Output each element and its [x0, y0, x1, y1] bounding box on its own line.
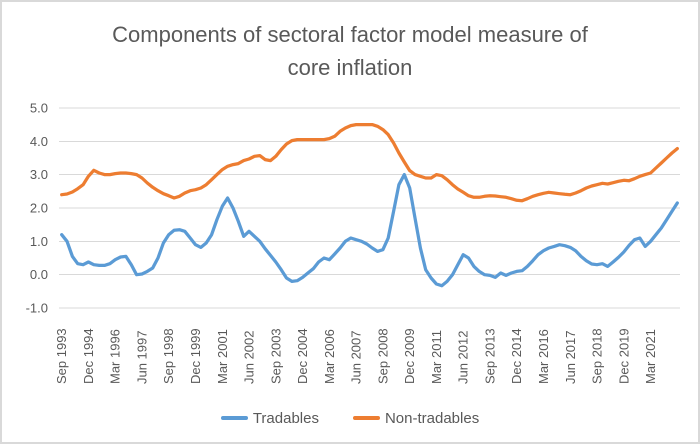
tradables-line-swatch — [220, 416, 248, 420]
legend-entry-tradables: Tradables — [220, 409, 319, 427]
x-axis-tick-label: Mar 2006 — [322, 329, 337, 384]
non-tradables-line-swatch — [352, 416, 380, 420]
x-axis-tick-label: Jun 2007 — [349, 331, 364, 385]
x-axis-tick-label: Dec 1999 — [188, 328, 203, 384]
legend: Tradables Non-tradables — [2, 407, 698, 429]
legend-label-tradables: Tradables — [252, 409, 319, 427]
series-line-tradables — [60, 172, 679, 288]
x-axis-tick-label: Dec 2004 — [295, 328, 310, 384]
chart-title-line2: core inflation — [287, 55, 413, 80]
x-axis-tick-label: Sep 2008 — [375, 328, 390, 384]
y-axis-tick-label: 3.0 — [30, 167, 48, 182]
x-axis-tick-label: Mar 2011 — [429, 330, 444, 384]
x-axis-tick-label: Jun 2012 — [456, 331, 471, 384]
y-axis-tick-label: 0.0 — [30, 267, 48, 282]
x-axis-tick-label: Jun 2002 — [242, 331, 257, 385]
x-axis-tick-label: Sep 2013 — [482, 328, 497, 384]
x-axis-tick-label: Dec 1994 — [81, 328, 96, 384]
x-axis-tick-label: Jun 1997 — [134, 331, 149, 385]
chart-title: Components of sectoral factor model meas… — [2, 18, 698, 84]
x-axis-tick-label: Dec 2014 — [509, 328, 524, 384]
x-axis-tick-label: Mar 2016 — [536, 329, 551, 384]
x-axis-tick-label: Mar 2001 — [215, 329, 230, 384]
legend-label-non-tradables: Non-tradables — [384, 409, 480, 427]
series-line-non-tradables — [60, 122, 679, 203]
y-axis-tick-label: 4.0 — [30, 134, 48, 149]
x-axis-tick-label: Mar 2021 — [643, 329, 658, 384]
x-axis-tick-label: Dec 2019 — [616, 328, 631, 384]
x-axis-tick-label: Dec 2009 — [402, 328, 417, 384]
x-axis-tick-label: Sep 2018 — [590, 328, 605, 384]
x-axis-tick-label: Sep 2003 — [268, 328, 283, 384]
x-axis-tick-label: Sep 1993 — [54, 328, 69, 384]
chart-title-line1: Components of sectoral factor model meas… — [112, 22, 588, 47]
x-axis-tick-label: Jun 2017 — [563, 331, 578, 385]
x-axis-tick-label: Mar 1996 — [108, 329, 123, 384]
y-axis-tick-label: 5.0 — [30, 100, 48, 115]
y-axis-tick-label: 1.0 — [30, 234, 48, 249]
x-axis-tick-label: Sep 1998 — [161, 328, 176, 384]
legend-entry-non-tradables: Non-tradables — [352, 409, 480, 427]
y-axis-tick-label: 2.0 — [30, 201, 48, 216]
y-axis-tick-label: -1.0 — [26, 301, 48, 316]
